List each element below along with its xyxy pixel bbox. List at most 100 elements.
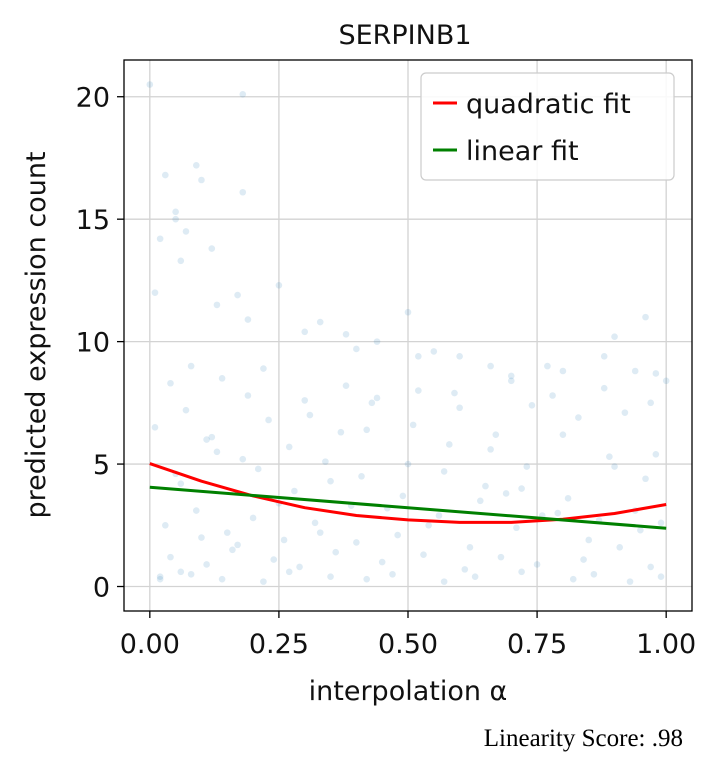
scatter-point xyxy=(580,556,587,563)
scatter-point xyxy=(637,526,644,534)
scatter-point xyxy=(167,553,174,561)
scatter-point xyxy=(172,215,179,223)
scatter-point xyxy=(373,394,381,402)
scatter-point xyxy=(621,409,629,416)
scatter-point xyxy=(631,367,639,375)
scatter-point xyxy=(507,377,515,385)
scatter-point xyxy=(203,436,210,443)
scatter-point xyxy=(476,497,484,505)
scatter-point xyxy=(254,465,262,473)
scatter-point xyxy=(549,392,556,399)
scatter-point xyxy=(652,370,660,377)
scatter-point xyxy=(564,495,572,502)
scatter-point xyxy=(218,375,226,382)
scatter-point xyxy=(192,507,200,514)
x-tick-label: 1.00 xyxy=(636,629,696,660)
scatter-point xyxy=(156,235,164,243)
scatter-point xyxy=(600,353,608,360)
scatter-point xyxy=(642,475,649,483)
scatter-point xyxy=(456,404,463,412)
x-tick-label: 0.50 xyxy=(378,629,438,660)
fit-lines xyxy=(149,462,667,530)
scatter-point xyxy=(363,575,370,583)
scatter-point xyxy=(389,570,396,578)
scatter-point xyxy=(482,482,489,490)
scatter-point xyxy=(270,556,278,563)
y-axis-label: predicted expression count xyxy=(21,151,52,518)
scatter-point xyxy=(327,477,334,485)
scatter-point xyxy=(430,348,438,355)
scatter-point xyxy=(647,399,654,407)
scatter-point xyxy=(559,367,567,375)
scatter-point xyxy=(223,529,231,536)
scatter-point xyxy=(533,561,541,568)
scatter-point xyxy=(662,377,670,385)
scatter-point xyxy=(440,578,448,585)
scatter-point xyxy=(296,563,303,571)
scatter-point xyxy=(234,291,241,299)
scatter-point xyxy=(652,450,660,458)
quadratic-fit-line xyxy=(149,462,667,524)
scatter-point xyxy=(492,431,500,438)
x-axis-label: interpolation α xyxy=(309,676,508,707)
scatter-point xyxy=(208,245,216,252)
scatter-point xyxy=(487,446,494,453)
scatter-point xyxy=(415,387,422,394)
scatter-point xyxy=(260,365,267,372)
scatter-point xyxy=(440,468,448,475)
scatter-point xyxy=(616,544,624,551)
scatter-point xyxy=(239,455,247,463)
legend-box xyxy=(420,72,675,181)
scatter-point xyxy=(162,171,169,179)
linearity-score-caption: Linearity Score: .98 xyxy=(484,725,683,752)
scatter-point xyxy=(198,176,205,184)
scatter-point xyxy=(554,509,562,517)
scatter-point xyxy=(156,575,164,583)
y-tick-label: 15 xyxy=(76,205,110,236)
scatter-point xyxy=(151,424,159,431)
scatter-point xyxy=(187,570,195,578)
scatter-point xyxy=(404,308,412,316)
scatter-point xyxy=(363,426,370,434)
scatter-point xyxy=(146,81,154,88)
scatter-point xyxy=(208,433,216,441)
scatter-point xyxy=(218,575,226,583)
scatter-point xyxy=(337,428,345,436)
scatter-point xyxy=(585,536,593,544)
scatter-point xyxy=(234,541,241,549)
scatter-point xyxy=(301,328,309,336)
y-tick-label: 20 xyxy=(76,83,110,114)
scatter-point xyxy=(368,399,376,407)
scatter-point xyxy=(249,514,257,522)
scatter-point xyxy=(192,162,200,169)
scatter-point xyxy=(507,372,515,380)
scatter-point xyxy=(513,524,520,532)
scatter-point xyxy=(559,431,567,438)
legend-label-linear: linear fit xyxy=(466,136,579,167)
scatter-point xyxy=(156,573,164,581)
scatter-point xyxy=(239,90,247,98)
scatter-point xyxy=(213,301,221,309)
scatter-point xyxy=(373,338,381,345)
scatter-point xyxy=(285,568,293,576)
scatter-point xyxy=(265,416,272,424)
scatter-point xyxy=(244,316,252,323)
scatter-point xyxy=(466,544,474,551)
scatter-point xyxy=(569,575,577,583)
scatter-point xyxy=(487,362,494,370)
scatter-point xyxy=(229,546,236,554)
scatter-point xyxy=(311,519,319,527)
scatter-point xyxy=(260,578,267,585)
scatter-point xyxy=(280,536,288,544)
scatter-point xyxy=(456,353,463,360)
scatter-point xyxy=(177,480,185,487)
y-tick-label: 10 xyxy=(76,328,110,359)
scatter-point xyxy=(461,566,469,573)
scatter-point xyxy=(353,345,360,353)
scatter-point xyxy=(322,458,329,465)
scatter-point xyxy=(435,512,443,519)
scatter-point xyxy=(177,568,185,576)
scatter-point xyxy=(162,521,169,529)
scatter-point xyxy=(409,421,417,429)
scatter-point xyxy=(342,330,350,338)
